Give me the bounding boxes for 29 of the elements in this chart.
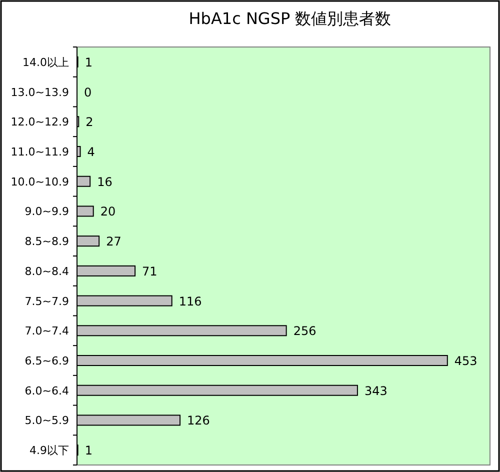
data-label: 1 — [84, 444, 92, 458]
y-tick-label: 8.5~8.9 — [24, 235, 69, 248]
y-tick-label: 9.0~9.9 — [24, 205, 69, 218]
y-tick-label: 11.0~11.9 — [10, 146, 69, 158]
y-tick-label: 10.0~10.9 — [10, 175, 69, 188]
data-label: 256 — [293, 324, 316, 338]
data-label: 4 — [87, 145, 95, 159]
y-tick-label: 4.9以下 — [30, 444, 69, 458]
y-tick-label: 6.5~6.9 — [24, 354, 69, 368]
y-tick-label: 5.0~5.9 — [24, 414, 69, 428]
data-label: 20 — [100, 204, 116, 219]
y-tick-label: 7.0~7.4 — [24, 324, 69, 338]
y-tick-label: 14.0以上 — [22, 56, 69, 69]
data-label: 343 — [364, 384, 388, 398]
data-label: 453 — [454, 354, 478, 368]
chart-title: HbA1c NGSP 数値別患者数 — [188, 9, 392, 28]
data-label: 2 — [86, 115, 94, 130]
data-label: 116 — [178, 294, 202, 308]
data-label: 1 — [84, 55, 92, 70]
data-label: 27 — [106, 234, 122, 249]
y-tick-label: 8.0~8.4 — [24, 264, 69, 278]
data-label: 71 — [142, 264, 158, 278]
y-tick-label: 13.0~13.9 — [10, 86, 69, 99]
y-tick-label: 12.0~12.9 — [10, 116, 69, 129]
data-label: 16 — [97, 174, 112, 189]
y-tick-label: 7.5~7.9 — [24, 294, 69, 308]
data-label: 0 — [84, 85, 92, 100]
data-label: 126 — [187, 414, 210, 428]
y-tick-label: 6.0~6.4 — [24, 384, 69, 398]
